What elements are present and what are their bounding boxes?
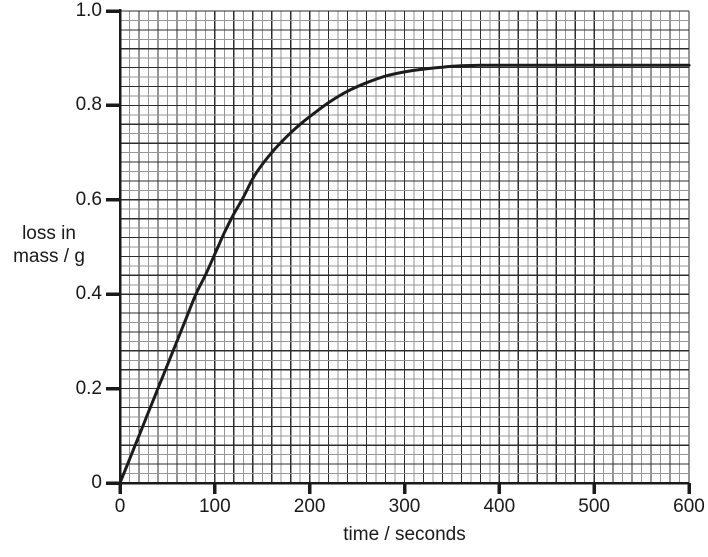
x-tick-label: 0 bbox=[114, 496, 126, 517]
x-tick-label: 500 bbox=[578, 496, 610, 517]
y-tick-label: 0.2 bbox=[75, 377, 102, 399]
x-tick-label: 100 bbox=[198, 496, 231, 517]
x-tick-label: 600 bbox=[673, 496, 705, 517]
x-tick-label: 400 bbox=[483, 496, 516, 517]
y-tick-label: 0 bbox=[91, 472, 102, 493]
mass-loss-curve bbox=[118, 63, 691, 485]
y-tick-label: 1.0 bbox=[75, 0, 102, 21]
y-tick-label: 0.6 bbox=[75, 188, 102, 210]
y-axis-title-line2: mass / g bbox=[13, 246, 85, 267]
y-axis-title: loss in mass / g bbox=[6, 222, 92, 268]
x-tick-label: 300 bbox=[388, 496, 421, 517]
y-axis-title-line1: loss in bbox=[22, 223, 76, 244]
y-tick-label: 0.4 bbox=[75, 283, 102, 305]
x-axis-title: time / seconds bbox=[343, 524, 466, 545]
x-tick-label: 200 bbox=[293, 496, 326, 517]
y-tick-label: 0.8 bbox=[75, 94, 102, 116]
